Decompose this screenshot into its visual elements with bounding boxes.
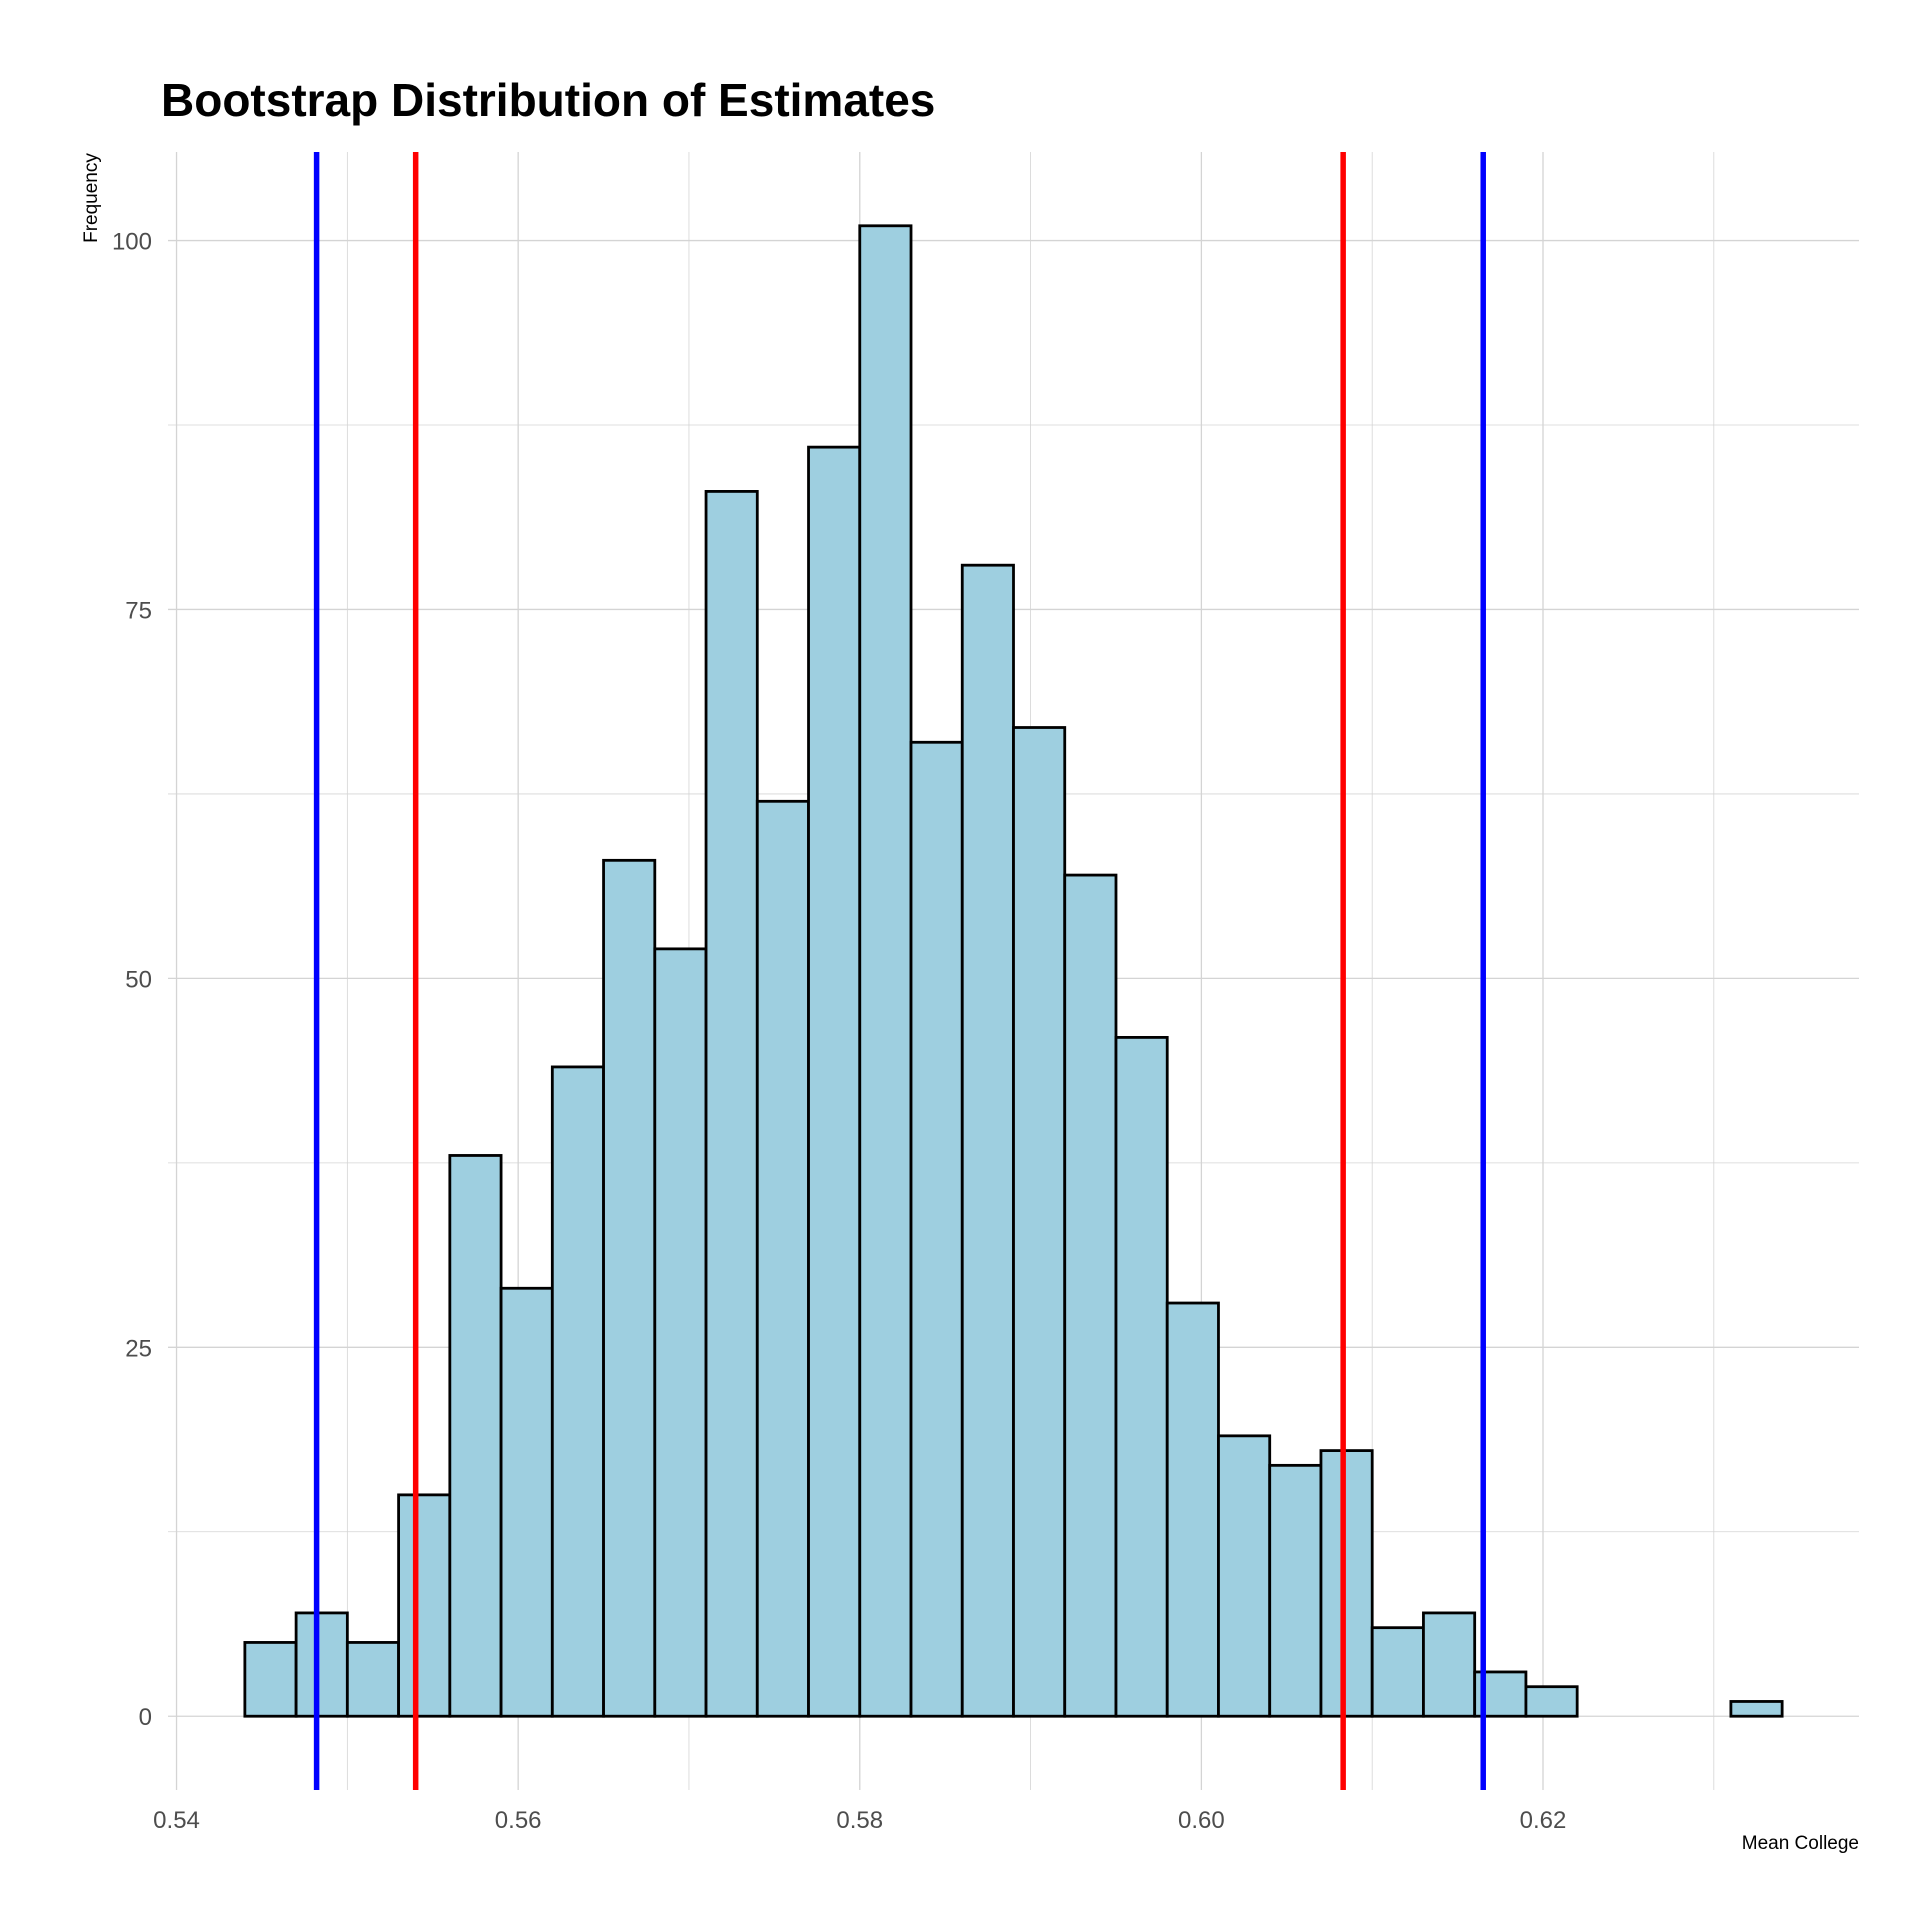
histogram-bar <box>1524 1685 1579 1718</box>
x-tick-label: 0.56 <box>495 1807 542 1834</box>
histogram-bar <box>345 1641 400 1718</box>
histogram-bar <box>653 947 708 1718</box>
x-tick-label: 0.54 <box>153 1807 200 1834</box>
histogram-bar <box>755 799 810 1718</box>
x-tick-label: 0.60 <box>1178 1807 1225 1834</box>
histogram-bar <box>448 1154 503 1718</box>
histogram-bar <box>1729 1700 1784 1718</box>
y-axis-title: Frequency <box>81 153 102 243</box>
y-tick-label: 50 <box>125 966 152 993</box>
x-axis-title: Mean College <box>1742 1833 1859 1854</box>
histogram-bar <box>1012 726 1067 1718</box>
histogram-bar <box>602 858 657 1718</box>
histogram-bar <box>397 1493 452 1718</box>
histogram-bar <box>1268 1463 1323 1718</box>
histogram-bar <box>1217 1434 1272 1718</box>
chart-title: Bootstrap Distribution of Estimates <box>161 74 935 126</box>
histogram-bar <box>704 490 759 1718</box>
histogram-bar <box>909 740 964 1718</box>
histogram-bar <box>1370 1626 1425 1718</box>
vline-layer <box>313 152 1486 1790</box>
x-tick-label: 0.62 <box>1520 1807 1567 1834</box>
tick-layer: 0.54 0.56 0.58 0.60 0.62 0 25 50 75 100 <box>112 229 1566 1834</box>
y-tick-label: 75 <box>125 597 152 624</box>
histogram-bar <box>294 1611 349 1718</box>
histogram-bar <box>807 445 862 1718</box>
histogram-bar <box>960 563 1015 1718</box>
y-tick-label: 25 <box>125 1335 152 1362</box>
histogram-bar <box>499 1286 554 1718</box>
histogram-bar <box>1063 873 1118 1718</box>
y-tick-label: 0 <box>139 1704 152 1731</box>
histogram-bar <box>550 1065 605 1718</box>
histogram-bar <box>858 224 913 1718</box>
histogram-bar <box>1165 1301 1220 1718</box>
bar-layer <box>243 224 1784 1718</box>
histogram-bar <box>1114 1036 1169 1718</box>
histogram-bar <box>1319 1449 1374 1718</box>
x-tick-label: 0.58 <box>836 1807 883 1834</box>
y-tick-label: 100 <box>112 229 152 256</box>
histogram-bar <box>243 1641 298 1718</box>
histogram-bar <box>1422 1611 1477 1718</box>
